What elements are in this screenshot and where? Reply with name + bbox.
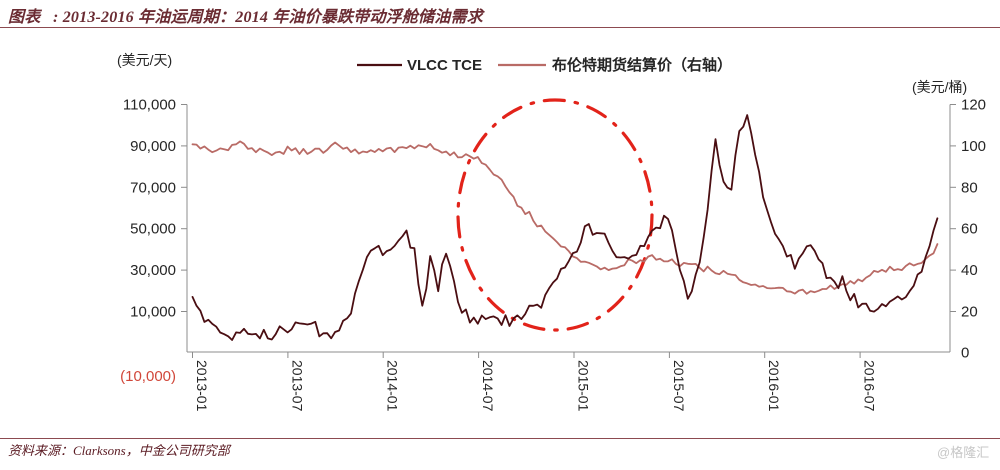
- svg-text:100: 100: [961, 138, 986, 155]
- svg-text:2016-07: 2016-07: [862, 360, 878, 412]
- svg-text:120: 120: [961, 97, 986, 114]
- svg-text:(美元/天): (美元/天): [117, 52, 172, 68]
- svg-text:0: 0: [961, 345, 969, 362]
- svg-text:60: 60: [961, 221, 978, 238]
- svg-text:10,000: 10,000: [130, 304, 176, 321]
- svg-text:2013-07: 2013-07: [289, 360, 305, 412]
- svg-text:70,000: 70,000: [130, 179, 176, 196]
- svg-text:布伦特期货结算价（右轴）: 布伦特期货结算价（右轴）: [552, 56, 732, 74]
- svg-text:110,000: 110,000: [123, 97, 176, 114]
- svg-text:VLCC TCE: VLCC TCE: [407, 57, 482, 74]
- svg-text:(10,000): (10,000): [120, 368, 176, 385]
- svg-text:2014-07: 2014-07: [480, 360, 496, 412]
- svg-text:90,000: 90,000: [130, 138, 176, 155]
- svg-text:30,000: 30,000: [130, 262, 176, 279]
- svg-text:20: 20: [961, 304, 978, 321]
- svg-text:80: 80: [961, 179, 978, 196]
- svg-text:50,000: 50,000: [130, 221, 176, 238]
- svg-text:2013-01: 2013-01: [194, 360, 210, 412]
- svg-text:40: 40: [961, 262, 978, 279]
- svg-text:2014-01: 2014-01: [385, 360, 401, 412]
- svg-text:(美元/桶): (美元/桶): [912, 79, 967, 95]
- svg-text:2016-01: 2016-01: [766, 360, 782, 412]
- svg-text:2015-07: 2015-07: [671, 360, 687, 412]
- svg-text:2015-01: 2015-01: [576, 360, 592, 412]
